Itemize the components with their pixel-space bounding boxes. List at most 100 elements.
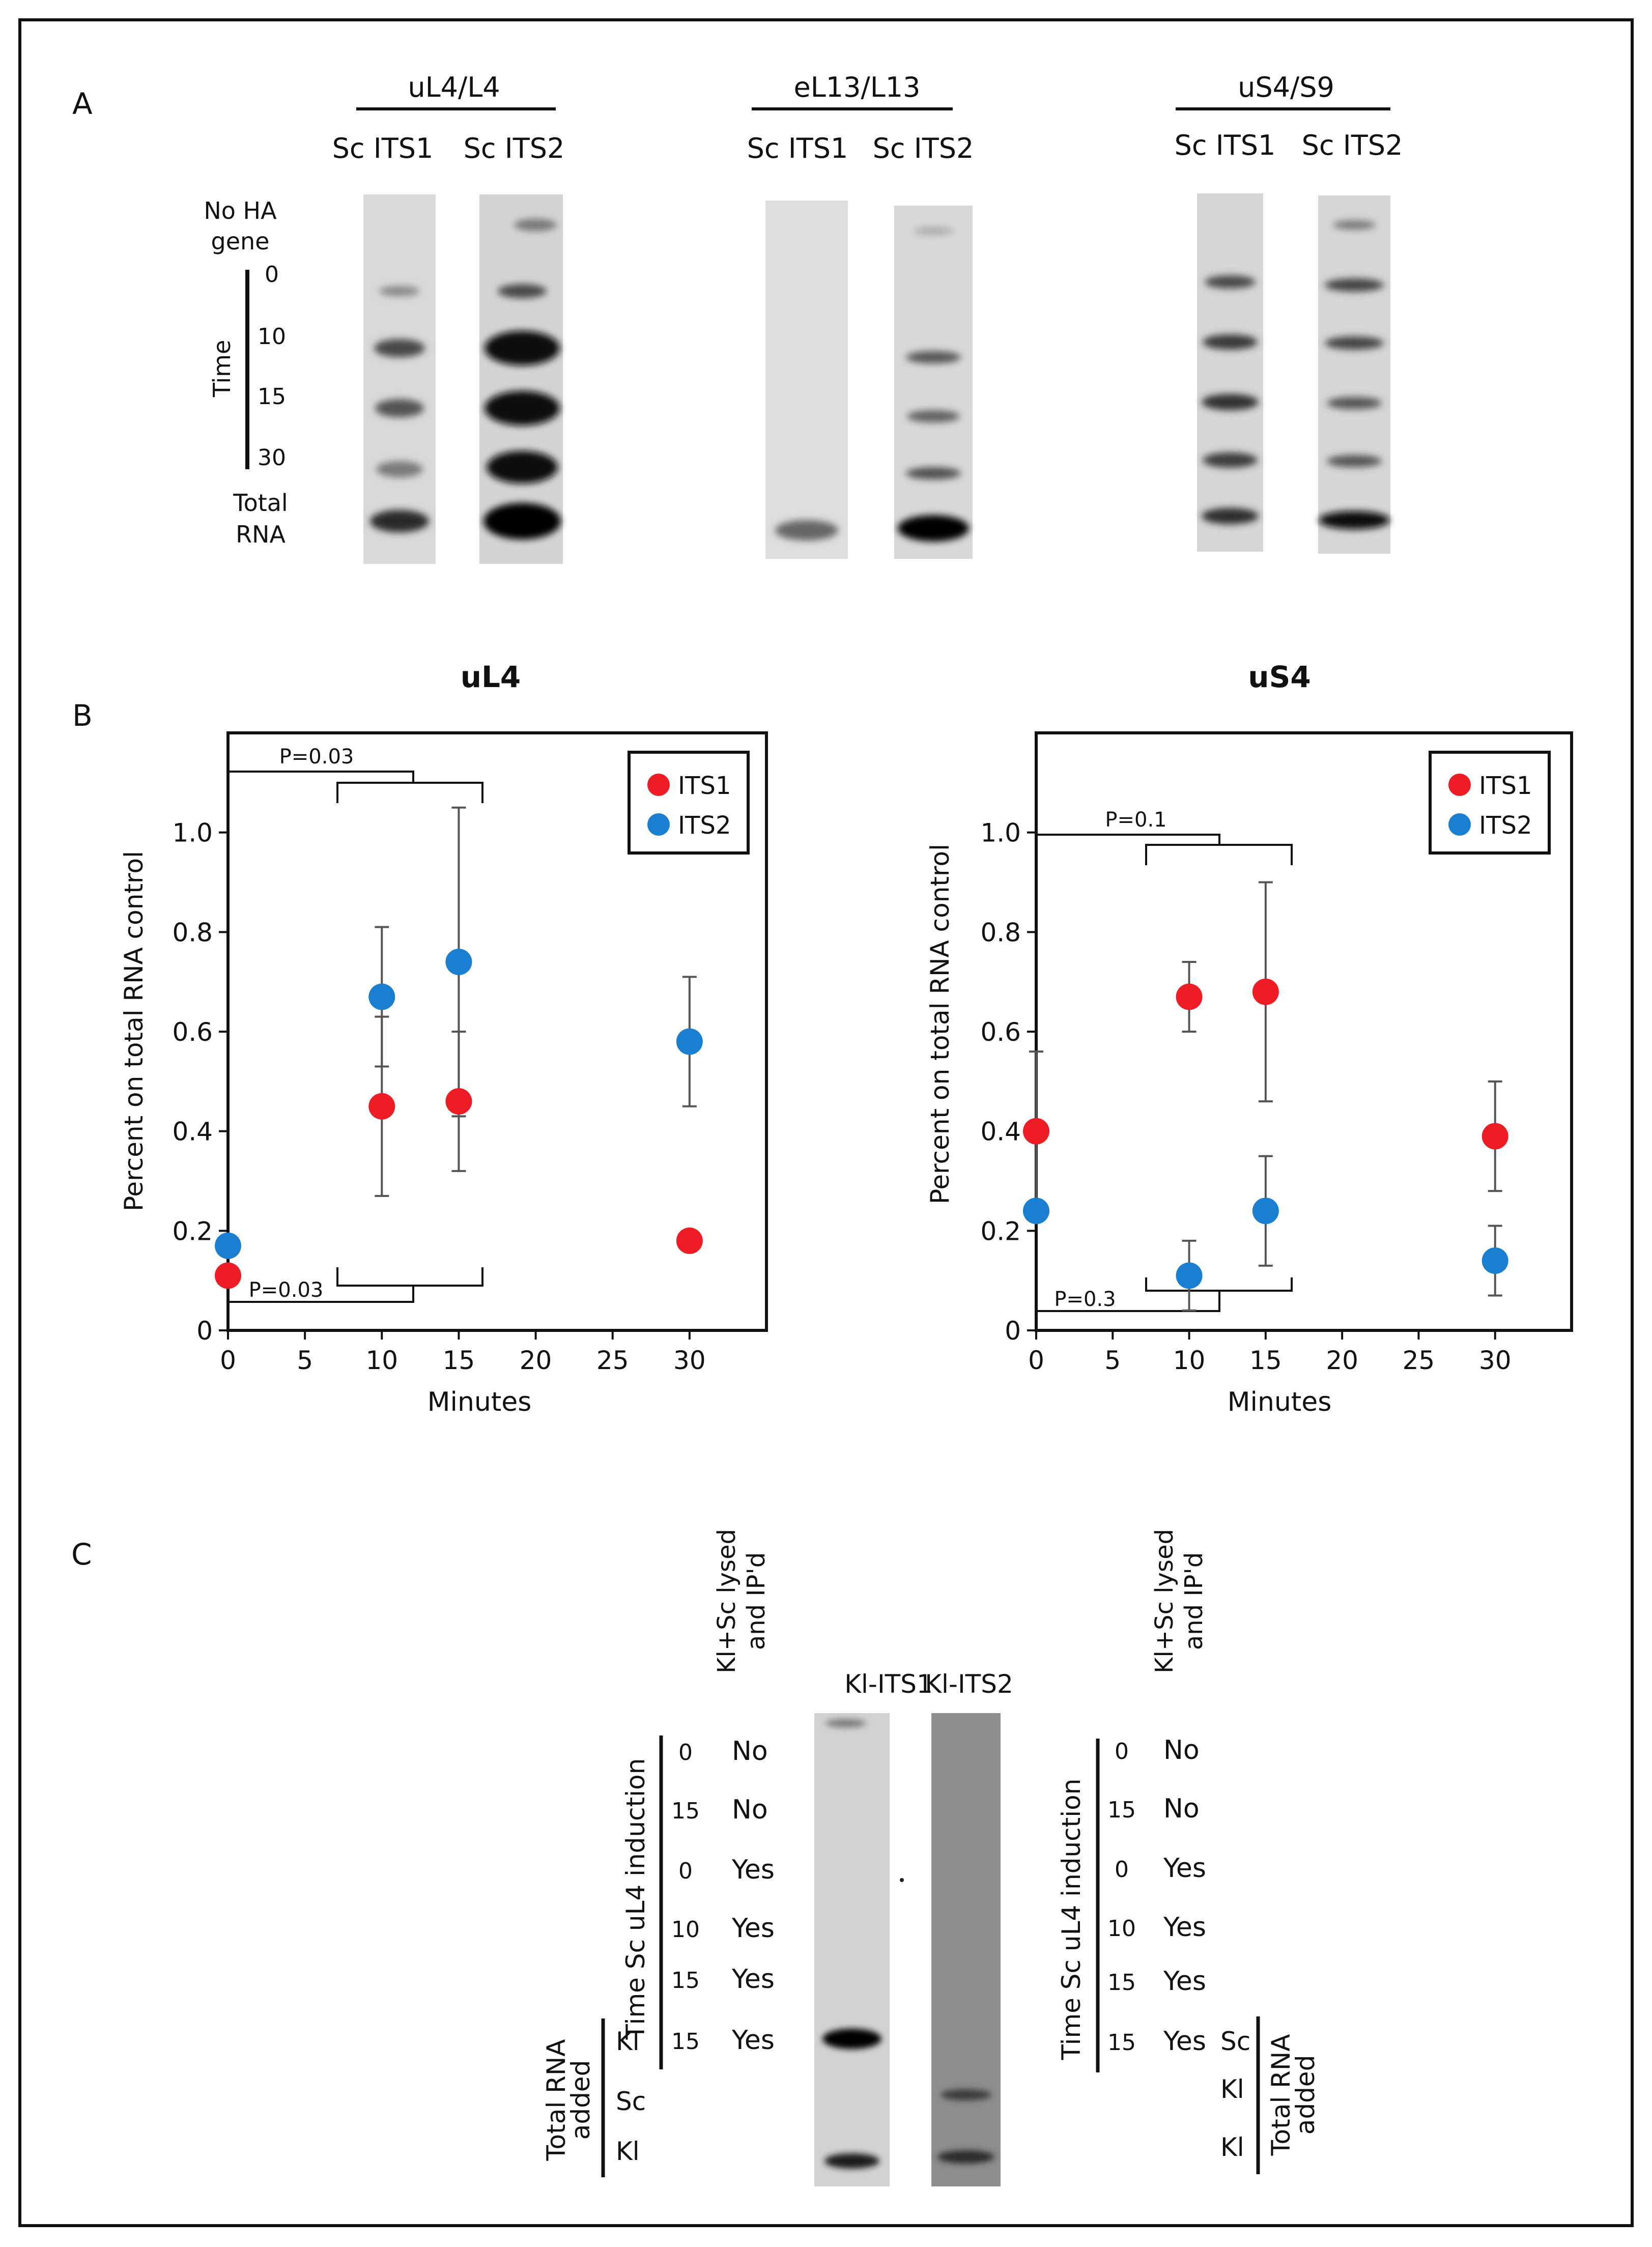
lane-label-el13-its1: Sc ITS1 — [747, 132, 848, 164]
total-rna-species: Kl — [616, 2137, 640, 2166]
y-tick-label: 0 — [1005, 1316, 1021, 1346]
data-point-its2 — [1176, 1262, 1203, 1289]
panel-a: A uL4/L4 eL13/L13 uS4/S9 Sc ITS1 Sc ITS2… — [18, 18, 1634, 624]
gel-band — [485, 331, 560, 365]
gel-band — [1333, 220, 1376, 230]
p-value-lower: P=0.3 — [1054, 1288, 1116, 1311]
chart-title: uS4 — [1248, 660, 1311, 694]
legend-marker-its2 — [1448, 813, 1471, 836]
x-tick-label: 5 — [1104, 1346, 1121, 1375]
data-point-its2 — [1252, 1198, 1279, 1225]
data-point-its2 — [368, 983, 395, 1010]
x-tick-label: 10 — [1173, 1346, 1206, 1375]
gel-band — [370, 510, 429, 532]
ip-value: Yes — [731, 1964, 775, 1995]
p-bracket-upper-right — [336, 782, 483, 803]
total-rna-species: Sc — [616, 2087, 646, 2116]
gel-band — [1203, 334, 1258, 350]
y-tick-label: 0.6 — [172, 1017, 213, 1047]
y-tick-label: 0.8 — [172, 918, 213, 947]
gel-band — [514, 219, 557, 231]
gel-speck — [900, 1878, 904, 1882]
x-tick-label: 20 — [1326, 1346, 1358, 1375]
gel-band — [824, 2153, 879, 2169]
gel-band — [1327, 455, 1382, 467]
p-bracket-lower-right — [336, 1267, 483, 1287]
gel-band — [375, 399, 424, 417]
y-tick-label: 0 — [196, 1316, 213, 1346]
ip-value: Yes — [1163, 2026, 1206, 2057]
panel-c-figure: C Kl+Sc lysed and IP'd Kl+Sc lysed and I… — [71, 1529, 1320, 2186]
data-point-its2 — [676, 1028, 703, 1055]
gel-lane-el13-its2 — [894, 206, 973, 559]
gel-band — [1202, 508, 1259, 524]
group-title-el13: eL13/L13 — [793, 71, 920, 103]
x-tick-label: 20 — [520, 1346, 552, 1375]
x-axis-label: Minutes — [428, 1387, 532, 1417]
x-tick-label: 15 — [443, 1346, 475, 1375]
p-value-lower: P=0.03 — [249, 1278, 324, 1302]
total-rna-species: Kl — [616, 2027, 640, 2056]
x-tick-label: 5 — [297, 1346, 313, 1375]
p-bracket-lower-left — [1036, 1291, 1220, 1312]
panel-b-letter: B — [72, 698, 93, 733]
legend-marker-its1 — [647, 774, 670, 796]
time-value: 0 — [1115, 1857, 1129, 1883]
time-value: 0 — [1115, 1739, 1129, 1765]
legend-marker-its2 — [647, 813, 670, 836]
data-point-its1 — [1482, 1123, 1508, 1150]
gel-band — [1319, 511, 1390, 529]
y-axis-label: Percent on total RNA control — [119, 851, 149, 1211]
panel-a-figure: A uL4/L4 eL13/L13 uS4/S9 Sc ITS1 Sc ITS2… — [72, 71, 1403, 564]
ip-header-right-line2: and IP'd — [1180, 1552, 1208, 1650]
p-value-upper: P=0.1 — [1105, 808, 1166, 832]
time-value: 15 — [1107, 1797, 1136, 1823]
x-tick-label: 0 — [1028, 1346, 1044, 1375]
group-title-us4: uS4/S9 — [1238, 71, 1334, 103]
data-point-its1 — [368, 1093, 395, 1120]
gel-lane-el13-its1 — [765, 201, 848, 559]
y-tick-label: 0.8 — [980, 918, 1021, 947]
gel-band — [376, 461, 423, 477]
legend-label-its2: ITS2 — [1479, 811, 1532, 840]
y-tick-label: 1.0 — [172, 818, 213, 848]
chart-us4: uS4 0 5 10 15 20 25 30 0 0.2 0.4 0.6 0.8 1.0 Percent… — [925, 660, 1573, 1417]
legend-label-its1: ITS1 — [678, 772, 731, 800]
ip-header-left-line1: Kl+Sc lysed — [713, 1529, 741, 1673]
gel-band — [1202, 394, 1259, 410]
ip-value: Yes — [731, 1913, 775, 1944]
gel-band — [913, 227, 954, 235]
data-point-its2 — [1482, 1247, 1508, 1274]
time-induction-label-right: Time Sc uL4 induction — [1057, 1779, 1086, 2061]
ip-value: No — [1163, 1794, 1200, 1824]
time-tick-15: 15 — [258, 384, 286, 410]
gel-lane-us4-its1 — [1197, 193, 1263, 552]
x-tick-label: 25 — [596, 1346, 629, 1375]
gel-band — [775, 520, 838, 541]
gel-band — [485, 391, 560, 425]
total-rna-label-left-line2: added — [566, 2060, 595, 2140]
y-tick-label: 0.2 — [980, 1216, 1021, 1246]
x-tick-label: 15 — [1249, 1346, 1282, 1375]
gel-band — [937, 2150, 994, 2164]
ip-value: No — [732, 1736, 768, 1767]
y-tick-label: 0.2 — [172, 1216, 213, 1246]
gel-band — [906, 351, 961, 363]
gel-lane-kl-its2 — [931, 1713, 1001, 2186]
gel-band — [822, 2029, 881, 2049]
time-value: 0 — [678, 1858, 693, 1884]
y-tick-label: 0.6 — [980, 1017, 1021, 1047]
gel-band — [379, 286, 420, 296]
time-value: 15 — [1107, 1970, 1136, 1996]
time-tick-30: 30 — [258, 445, 286, 471]
time-value: 10 — [671, 1917, 700, 1943]
ip-header-left-line2: and IP'd — [742, 1552, 771, 1650]
gel-band — [1203, 452, 1258, 468]
gel-band — [1325, 336, 1384, 350]
p-bracket-upper-right — [1145, 844, 1293, 865]
panel-c-letter: C — [71, 1537, 92, 1572]
p-value-upper: P=0.03 — [279, 745, 354, 769]
gel-lane-us4-its2 — [1318, 195, 1390, 554]
gel-lane-ul4-its2 — [479, 194, 563, 564]
legend-box — [1429, 751, 1551, 855]
